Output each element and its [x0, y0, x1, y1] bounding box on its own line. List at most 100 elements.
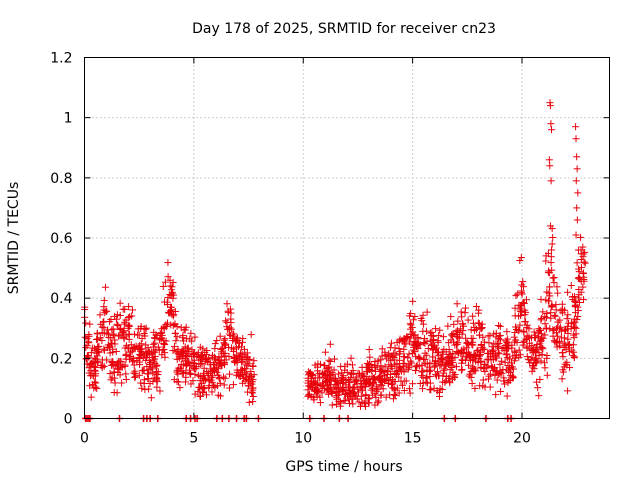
data-point-marker: [520, 299, 528, 307]
data-point-marker: [220, 381, 228, 389]
data-point-marker: [157, 335, 165, 343]
data-point-marker: [513, 338, 521, 346]
data-point-marker: [158, 331, 166, 339]
data-point-marker: [523, 352, 531, 360]
data-point-marker: [131, 373, 139, 381]
data-point-marker: [475, 331, 483, 339]
data-point-marker: [170, 310, 178, 318]
data-point-marker: [426, 359, 434, 367]
data-point-marker: [217, 346, 225, 354]
data-point-marker: [453, 341, 461, 349]
data-point-marker: [400, 367, 408, 375]
data-point-marker: [122, 351, 130, 359]
data-point-marker: [405, 362, 413, 370]
data-point-marker: [370, 379, 378, 387]
data-point-marker: [496, 322, 504, 330]
data-point-marker: [396, 364, 404, 372]
data-point-marker: [426, 329, 434, 337]
data-point-marker: [210, 367, 218, 375]
data-point-marker: [227, 325, 235, 333]
data-point-marker: [93, 352, 101, 360]
data-point-marker: [166, 282, 174, 290]
data-point-marker: [536, 375, 544, 383]
data-point-marker: [434, 368, 442, 376]
data-point-marker: [116, 371, 124, 379]
data-point-marker: [354, 388, 362, 396]
data-point-marker: [530, 365, 538, 373]
data-point-marker: [492, 391, 500, 399]
data-point-marker: [133, 358, 141, 366]
data-point-marker: [505, 355, 513, 363]
data-point-marker: [471, 384, 479, 392]
data-point-marker: [416, 341, 424, 349]
data-point-marker: [168, 283, 176, 291]
data-point-marker: [100, 345, 108, 353]
data-point-marker: [525, 325, 533, 333]
data-point-marker: [242, 365, 250, 373]
data-point-marker: [176, 365, 184, 373]
data-point-marker: [96, 334, 104, 342]
data-point-marker: [446, 366, 454, 374]
data-point-marker: [431, 325, 439, 333]
data-points: [81, 99, 589, 422]
data-point-marker: [226, 324, 234, 332]
data-point-marker: [377, 362, 385, 370]
data-point-marker: [183, 360, 191, 368]
data-point-marker: [535, 351, 543, 359]
data-point-marker: [411, 312, 419, 320]
data-point-marker: [502, 351, 510, 359]
data-point-marker: [494, 342, 502, 350]
data-point-marker: [488, 363, 496, 371]
data-point-marker: [175, 354, 183, 362]
data-point-marker: [194, 349, 202, 357]
data-point-marker: [365, 394, 373, 402]
data-point-marker: [235, 343, 243, 351]
data-point-marker: [538, 314, 546, 322]
data-point-marker: [216, 392, 224, 400]
data-point-marker: [440, 365, 448, 373]
data-point-marker: [410, 341, 418, 349]
data-point-marker: [245, 398, 253, 406]
data-point-marker: [138, 384, 146, 392]
data-point-marker: [534, 384, 542, 392]
data-point-marker: [464, 348, 472, 356]
data-point-marker: [128, 306, 136, 314]
data-point-marker: [510, 333, 518, 341]
data-point-marker: [164, 294, 172, 302]
data-point-marker: [503, 350, 511, 358]
data-point-marker: [406, 389, 414, 397]
data-point-marker: [388, 352, 396, 360]
data-point-marker: [92, 370, 100, 378]
data-point-marker: [87, 349, 95, 357]
data-point-marker: [328, 401, 336, 409]
data-point-marker: [431, 342, 439, 350]
data-point-marker: [410, 316, 418, 324]
data-point-marker: [520, 299, 528, 307]
data-point-marker: [489, 356, 497, 364]
data-point-marker: [328, 389, 336, 397]
data-point-marker: [200, 384, 208, 392]
data-point-marker: [173, 333, 181, 341]
data-point-marker: [532, 348, 540, 356]
data-point-marker: [310, 396, 318, 404]
data-point-marker: [337, 363, 345, 371]
data-point-marker: [395, 373, 403, 381]
data-point-marker: [489, 364, 497, 372]
data-point-marker: [469, 338, 477, 346]
data-point-marker: [109, 325, 117, 333]
data-point-marker: [423, 327, 431, 335]
data-point-marker: [514, 327, 522, 335]
data-point-marker: [161, 278, 169, 286]
data-point-marker: [444, 353, 452, 361]
data-point-marker: [383, 371, 391, 379]
data-point-marker: [220, 339, 228, 347]
data-point-marker: [242, 373, 250, 381]
data-point-marker: [151, 362, 159, 370]
data-point-marker: [471, 365, 479, 373]
data-point-marker: [491, 351, 499, 359]
data-point-marker: [172, 337, 180, 345]
data-point-marker: [348, 388, 356, 396]
data-point-marker: [512, 292, 520, 300]
data-point-marker: [376, 381, 384, 389]
data-point-marker: [307, 380, 315, 388]
